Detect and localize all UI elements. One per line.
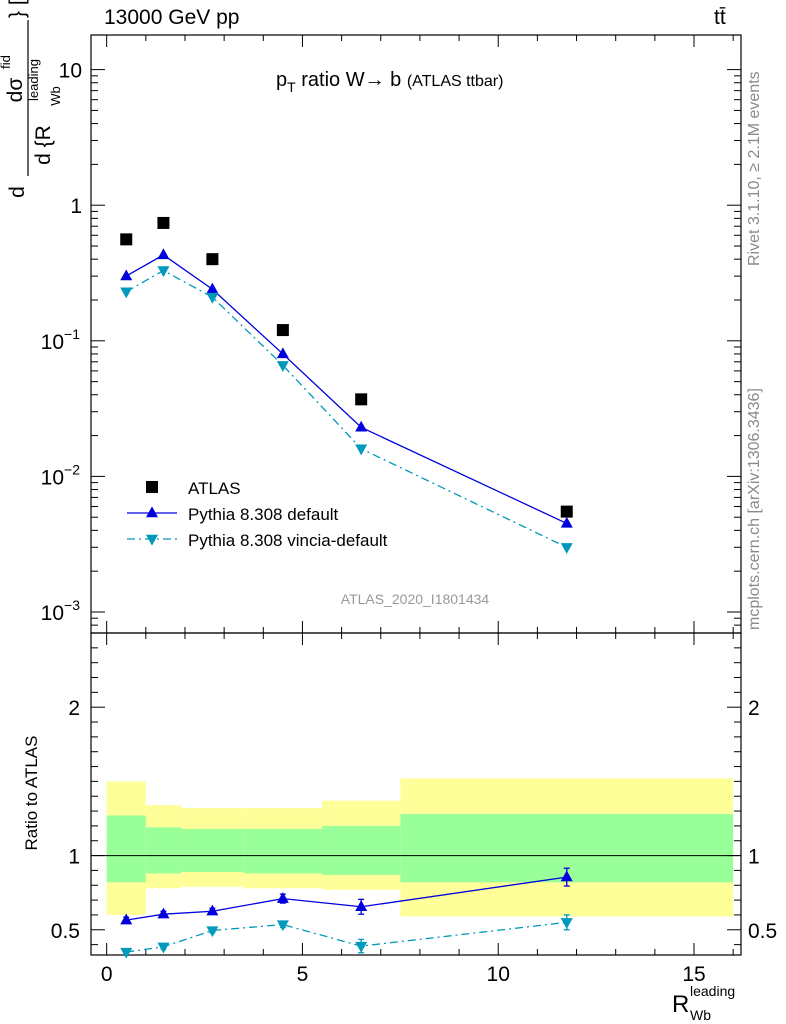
y-axis-label-close: } [pb] [6, 0, 29, 18]
ratio-y-tick-label: 1 [68, 846, 80, 869]
x-tick-label: 0 [101, 963, 113, 986]
ratio-y-tick-label-right: 0.5 [748, 920, 777, 943]
mcplots-source-label: mcplots.cern.ch [arXiv:1306.3436] [746, 388, 763, 630]
ratio-point-1 [157, 942, 170, 954]
data-point-0 [560, 505, 573, 518]
data-point-1 [157, 248, 170, 260]
x-tick-label: 10 [487, 963, 510, 986]
ratio-y-tick-label-right: 1 [748, 846, 760, 869]
ratio-point-0 [206, 904, 219, 916]
y-axis-label-denominator: d {R [32, 125, 55, 165]
analysis-id-label: ATLAS_2020_I1801434 [341, 591, 490, 607]
data-point-2 [560, 543, 573, 554]
y-axis-label-denominator-sup: leading [26, 59, 41, 101]
y-axis-label-numerator: dσ [4, 78, 27, 103]
ratio-series-line-0 [126, 876, 567, 921]
data-point-0 [157, 216, 170, 229]
ratio-point-1 [560, 918, 573, 929]
process-label: tt̄ [714, 6, 726, 29]
ratio-plot-frame [90, 632, 742, 956]
data-point-1 [120, 269, 133, 281]
legend-marker [146, 506, 158, 518]
series-line-2 [125, 269, 568, 548]
data-point-1 [355, 420, 368, 432]
y-axis-label: d dσ fid d {R leading Wb } [pb] [0, 0, 63, 198]
legend-label: Pythia 8.308 default [188, 505, 339, 524]
data-point-2 [355, 444, 368, 456]
ratio-series-line-1 [126, 921, 567, 953]
ratio-point-1 [206, 926, 219, 938]
inner-uncertainty-band [181, 828, 244, 872]
y-axis-label-d: d [6, 186, 29, 198]
legend-label: ATLAS [188, 479, 241, 498]
ratio-axis-label: Ratio to ATLAS [22, 736, 41, 851]
ratio-point-1 [120, 947, 133, 959]
chart-title: pT ratio W→ b (ATLAS ttbar) [276, 69, 503, 95]
x-tick-label: 5 [297, 963, 309, 986]
rivet-version-label: Rivet 3.1.10, ≥ 2.1M events [746, 71, 763, 266]
data-point-2 [206, 292, 219, 304]
ratio-point-0 [120, 913, 133, 925]
x-axis-label-sup: leading [690, 983, 735, 999]
ratio-y-tick-label-right: 2 [748, 697, 760, 720]
x-axis-label-sub: Wb [690, 1007, 711, 1023]
data-point-1 [206, 282, 219, 294]
data-point-0 [206, 253, 219, 266]
data-point-0 [120, 233, 133, 246]
y-tick-label: 10−3 [41, 597, 81, 625]
energy-label: 13000 GeV pp [104, 6, 240, 29]
ratio-y-tick-label: 2 [68, 697, 80, 720]
y-tick-label: 10−1 [41, 326, 81, 354]
data-point-2 [157, 266, 170, 278]
data-point-1 [276, 347, 289, 359]
inner-uncertainty-band [322, 825, 401, 875]
data-point-0 [355, 393, 368, 406]
data-point-1 [560, 516, 573, 528]
y-tick-label: 10−2 [41, 461, 81, 489]
ratio-point-1 [276, 920, 289, 932]
y-tick-label: 10 [59, 60, 82, 83]
inner-uncertainty-band [145, 827, 182, 874]
ratio-point-1 [355, 941, 368, 953]
x-tick-label: 15 [682, 963, 705, 986]
ratio-point-0 [560, 870, 573, 882]
inner-uncertainty-band [106, 815, 146, 883]
data-point-2 [276, 361, 289, 372]
y-axis-label-denominator-sub: Wb [48, 86, 63, 106]
series-line-1 [125, 254, 568, 525]
y-tick-label: 1 [70, 195, 82, 218]
ratio-point-0 [157, 907, 170, 919]
inner-uncertainty-band [243, 828, 323, 874]
y-axis-label-numerator-sup: fid [0, 55, 13, 69]
ratio-point-0 [355, 900, 368, 911]
data-point-0 [276, 324, 289, 337]
x-axis-label: R [672, 991, 689, 1018]
legend-marker [146, 534, 158, 546]
legend-marker [146, 481, 158, 493]
ratio-y-tick-label: 0.5 [51, 920, 80, 943]
ratio-point-0 [276, 892, 289, 903]
data-point-2 [120, 287, 133, 299]
legend-label: Pythia 8.308 vincia-default [188, 531, 388, 550]
